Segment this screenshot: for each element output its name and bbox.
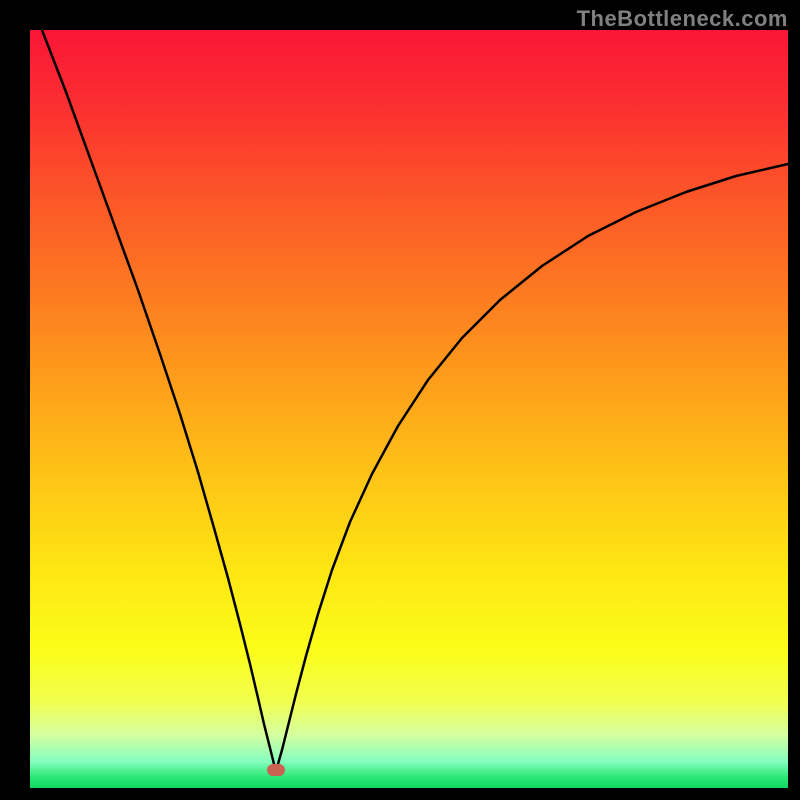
bottleneck-curve bbox=[42, 30, 788, 770]
curve-layer bbox=[0, 0, 800, 800]
minimum-marker bbox=[267, 764, 285, 776]
chart-frame bbox=[0, 0, 800, 800]
watermark-text: TheBottleneck.com bbox=[577, 6, 788, 32]
